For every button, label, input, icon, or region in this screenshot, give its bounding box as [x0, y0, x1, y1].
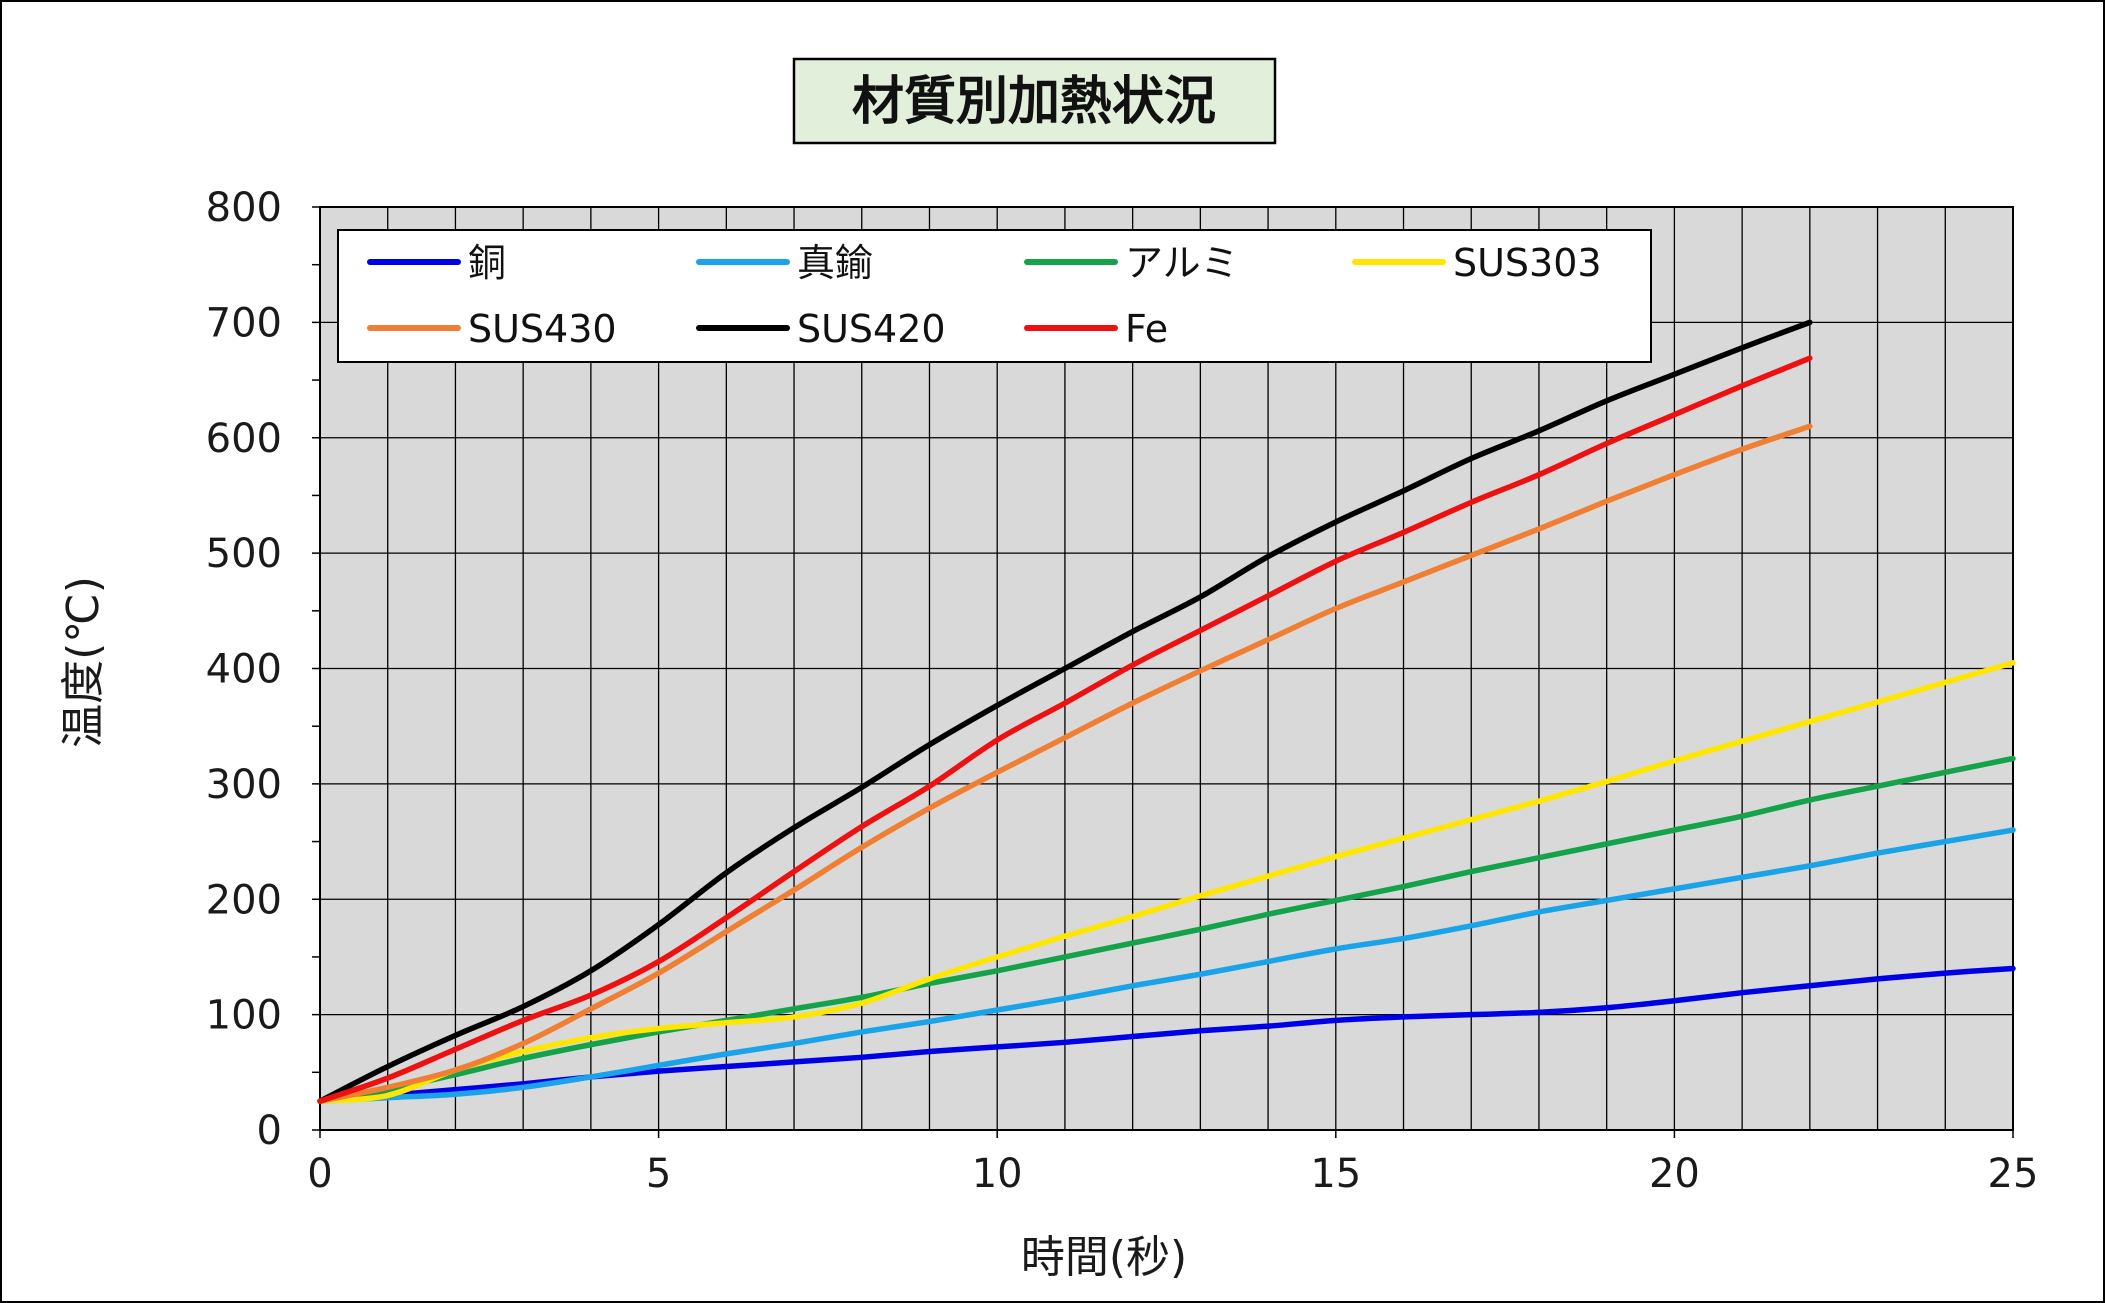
series-line-3	[317, 755, 2016, 1104]
legend-box	[337, 229, 1652, 363]
legend-label: SUS420	[797, 307, 946, 351]
y-axis-title: 温度(℃)	[58, 576, 109, 748]
x-tick-label: 10	[972, 1151, 1023, 1197]
legend-label: SUS303	[1453, 241, 1602, 285]
y-tick-label: 100	[206, 993, 282, 1039]
y-tick-label: 600	[206, 416, 282, 462]
legend-label: 真鍮	[797, 241, 873, 285]
y-tick-label: 0	[257, 1108, 282, 1154]
legend: 銅 真鍮 アルミ SUS303 SUS430 SUS420 Fe	[337, 229, 1652, 363]
series-lines	[317, 319, 2016, 1104]
legend-label: アルミ	[1125, 241, 1239, 285]
legend-label: SUS430	[468, 307, 617, 351]
title-background	[792, 57, 1277, 145]
series-line-7	[317, 355, 1813, 1104]
series-line-5	[317, 423, 1813, 1104]
chart-title-box: 材質別加熱状況	[792, 57, 1277, 145]
x-tick-label: 15	[1310, 1151, 1361, 1197]
x-axis-title: 時間(秒)	[1021, 1232, 1187, 1283]
y-tick-label: 400	[206, 647, 282, 693]
series-line-2	[317, 827, 2016, 1104]
y-tick-label: 200	[206, 877, 282, 923]
y-tick-label: 800	[206, 185, 282, 231]
x-axis-tick-labels: 0 5 10 15 20 25	[307, 1151, 2038, 1197]
chart-title: 材質別加熱状況	[852, 72, 1216, 132]
y-tick-label: 500	[206, 531, 282, 577]
y-tick-label: 300	[206, 762, 282, 808]
y-minor-ticks	[312, 206, 2014, 1138]
x-tick-label: 25	[1988, 1151, 2039, 1197]
x-tick-label: 5	[646, 1151, 671, 1197]
y-axis-tick-labels: 0 100 200 300 400 500 600 700 800	[206, 185, 282, 1154]
x-tick-label: 20	[1649, 1151, 1700, 1197]
y-tick-label: 700	[206, 300, 282, 346]
legend-label: Fe	[1125, 307, 1168, 351]
series-line-4	[317, 659, 2016, 1104]
x-tick-label: 0	[307, 1151, 332, 1197]
plot-border	[319, 206, 2014, 1131]
legend-label: 銅	[468, 241, 506, 285]
series-line-6	[317, 319, 1813, 1104]
